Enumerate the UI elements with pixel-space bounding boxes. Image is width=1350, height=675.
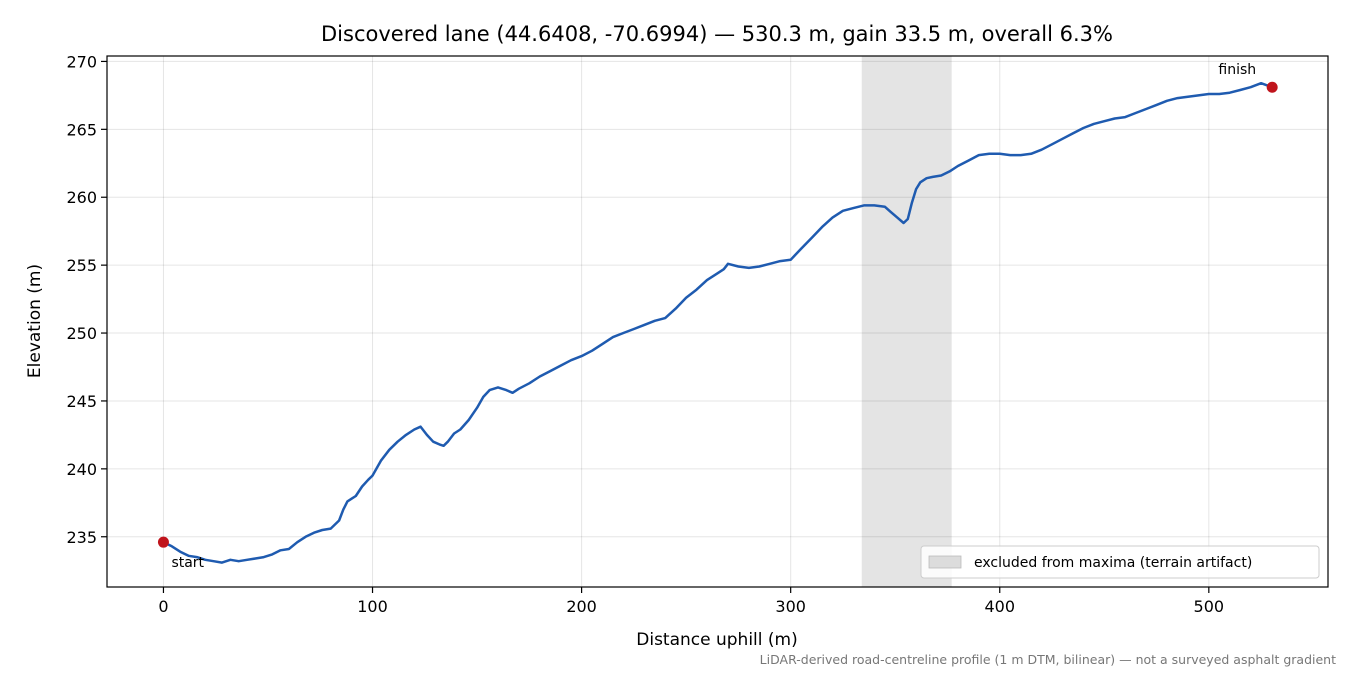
legend-box xyxy=(920,545,1320,579)
elevation-line xyxy=(162,81,1274,564)
start-marker xyxy=(157,536,169,548)
footnote: LiDAR-derived road-centreline profile (1… xyxy=(760,652,1336,667)
y-axis-label: Elevation (m) xyxy=(25,264,45,378)
start-label: start xyxy=(171,555,204,571)
x-tick-label: 400 xyxy=(984,597,1015,616)
y-tick-label: 265 xyxy=(66,120,97,139)
x-tick-label: 100 xyxy=(357,597,388,616)
y-tick-label: 245 xyxy=(66,392,97,411)
plot-area: start finish 0 100 200 300 400 500 235 240 245 250 2… xyxy=(66,52,1329,616)
y-tick-label: 270 xyxy=(66,52,97,71)
y-tick-label: 235 xyxy=(66,528,97,547)
y-tick-label: 240 xyxy=(66,460,97,479)
excluded-band xyxy=(861,56,952,587)
y-tick-label: 255 xyxy=(66,256,97,275)
y-tick-label: 250 xyxy=(66,324,97,343)
finish-label: finish xyxy=(1218,62,1256,78)
legend-swatch xyxy=(928,555,962,569)
x-tick-label: 0 xyxy=(158,597,168,616)
plot-frame xyxy=(106,55,1329,588)
legend: excluded from maxima (terrain artifact) xyxy=(920,545,1320,579)
x-tick-label: 300 xyxy=(775,597,806,616)
y-tick-label: 260 xyxy=(66,188,97,207)
chart-title: Discovered lane (44.6408, -70.6994) — 53… xyxy=(321,22,1113,46)
finish-marker xyxy=(1266,81,1278,93)
x-axis-label: Distance uphill (m) xyxy=(636,630,797,650)
x-tick-label: 200 xyxy=(566,597,597,616)
x-tick-label: 500 xyxy=(1194,597,1225,616)
legend-label: excluded from maxima (terrain artifact) xyxy=(974,555,1252,571)
